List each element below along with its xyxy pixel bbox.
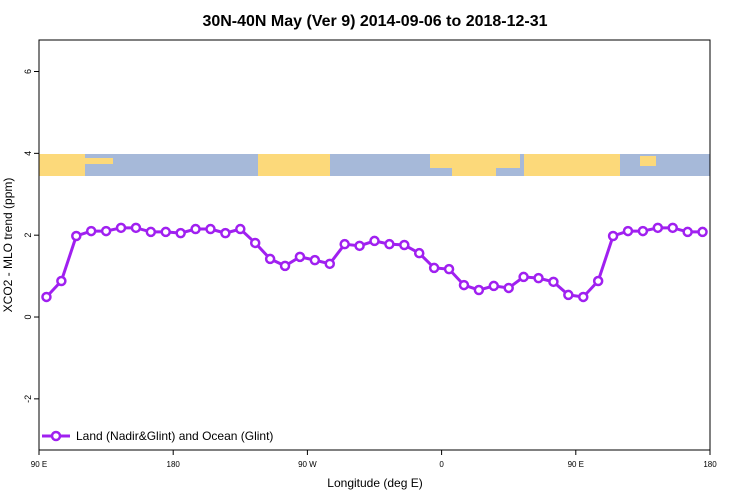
data-point (264, 253, 276, 265)
data-point (115, 222, 127, 234)
data-point (578, 291, 589, 303)
chart-title: 30N-40N May (Ver 9) 2014-09-06 to 2018-1… (202, 13, 547, 30)
x-tick-label: 180 (703, 460, 717, 469)
y-tick-label: 2 (23, 233, 33, 238)
data-point (428, 262, 440, 274)
x-axis-label: Longitude (deg E) (327, 476, 422, 490)
x-tick-label: 90 W (298, 460, 317, 469)
data-point (413, 247, 425, 259)
x-tick-label: 180 (167, 460, 181, 469)
data-point (473, 284, 485, 296)
data-point (354, 240, 365, 252)
data-point (249, 237, 261, 249)
data-point (220, 227, 231, 239)
data-point (71, 230, 82, 242)
data-point (205, 223, 216, 235)
data-point (443, 263, 455, 275)
y-axis-label: XCO2 - MLO trend (ppm) (1, 178, 15, 313)
data-point (160, 226, 171, 238)
data-point (592, 275, 604, 287)
data-point (279, 260, 291, 272)
data-point (235, 223, 246, 235)
data-point (563, 289, 574, 301)
data-point (488, 280, 500, 292)
data-point (384, 238, 395, 250)
x-tick-label: 0 (439, 460, 444, 469)
x-tick-label: 90 E (31, 460, 47, 469)
data-point (548, 276, 559, 288)
data-point (294, 251, 306, 263)
data-point (503, 282, 514, 294)
data-point (145, 226, 157, 238)
data-point (682, 226, 693, 238)
y-tick-label: 0 (23, 315, 33, 320)
legend-marker (50, 430, 62, 442)
data-point (324, 258, 336, 270)
y-tick-label: -2 (23, 395, 33, 403)
data-point (607, 230, 619, 242)
x-tick-label: 90 E (568, 460, 584, 469)
y-tick-label: 6 (23, 69, 33, 74)
data-point (190, 223, 201, 235)
data-point (399, 239, 410, 251)
data-point (637, 225, 649, 237)
data-point (533, 272, 544, 284)
data-point (369, 235, 380, 247)
data-point (309, 254, 321, 266)
data-point (622, 225, 634, 237)
data-point (100, 225, 112, 237)
data-point (175, 227, 186, 239)
data-point (667, 222, 678, 234)
data-point (697, 226, 708, 238)
map-strip (39, 154, 710, 176)
legend-label: Land (Nadir&Glint) and Ocean (Glint) (76, 429, 273, 443)
data-point (339, 238, 350, 250)
data-point (41, 291, 52, 303)
data-point (85, 225, 97, 237)
data-point (458, 279, 470, 291)
y-tick-label: 4 (23, 151, 33, 156)
data-point (518, 271, 529, 283)
plot-frame (38, 39, 711, 451)
data-point (652, 222, 664, 234)
data-point (130, 222, 142, 234)
data-point (56, 275, 67, 287)
